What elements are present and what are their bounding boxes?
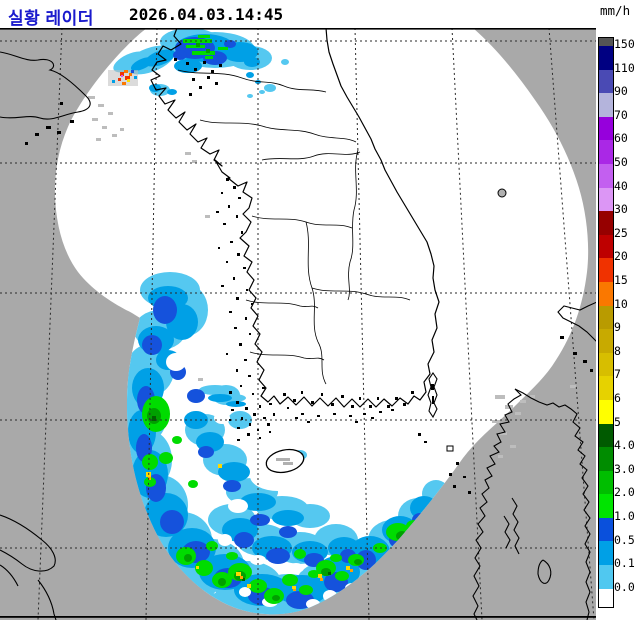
legend-segment	[599, 258, 613, 282]
map-top-border	[0, 28, 596, 30]
graticule-grid	[0, 27, 596, 620]
legend-segment	[599, 399, 613, 424]
legend-label: 40	[614, 178, 628, 193]
legend-segment	[599, 517, 613, 542]
map-bottom-border	[0, 616, 596, 618]
legend-bar	[598, 37, 614, 608]
precip-nw-cluster	[108, 70, 138, 86]
radar-map-image	[0, 27, 598, 620]
legend-segment	[599, 588, 613, 607]
legend-label: 5	[614, 414, 621, 429]
legend-segment	[599, 46, 613, 70]
legend-label: 15	[614, 273, 628, 287]
radar-coverage-area	[54, 28, 589, 615]
legend-label: 30	[614, 202, 628, 217]
legend-label: 9	[614, 320, 621, 335]
legend-segment	[599, 329, 613, 353]
legend-segment	[599, 494, 613, 518]
china-coastline	[0, 51, 91, 620]
legend-label: 7	[614, 367, 621, 382]
legend-segment	[599, 352, 613, 377]
legend-label: 1.0	[614, 509, 635, 523]
province-borders	[177, 69, 411, 385]
legend-segment	[599, 116, 613, 141]
legend-segment	[599, 140, 613, 164]
unit-label: mm/h	[600, 3, 631, 18]
legend-segment	[599, 447, 613, 471]
legend-segment	[599, 541, 613, 566]
legend-segment	[599, 69, 613, 94]
legend-label: 2.0	[614, 485, 635, 500]
legend-segment	[599, 163, 613, 188]
ulleungdo-island	[497, 188, 507, 198]
legend-label: 150	[614, 37, 635, 51]
japan-coastline	[472, 301, 598, 620]
legend-label: 60	[614, 131, 628, 146]
legend-segment	[599, 187, 613, 212]
radar-map-svg	[0, 27, 598, 620]
legend-segment	[599, 211, 613, 235]
legend-segment	[599, 38, 613, 46]
legend-segment	[599, 423, 613, 448]
legend-segment	[599, 93, 613, 117]
legend-label: 8	[614, 343, 621, 358]
legend-label: 10	[614, 296, 628, 311]
legend-label: 4.0	[614, 438, 635, 453]
china-islands	[25, 102, 74, 145]
legend-label: 0.0	[614, 579, 635, 594]
page-title: 실황 레이더	[8, 9, 94, 28]
legend-label: 0.1	[614, 556, 635, 571]
legend-label: 25	[614, 225, 628, 240]
legend-segment	[599, 470, 613, 495]
legend-label: 0.5	[614, 532, 635, 547]
korea-coastline	[150, 27, 440, 441]
legend-segment	[599, 281, 613, 306]
legend-label: 90	[614, 84, 628, 99]
jeju-island	[265, 448, 305, 474]
legend-label: 6	[614, 391, 621, 405]
legend-label: 110	[614, 60, 635, 75]
legend-label: 3.0	[614, 461, 635, 476]
precip-green	[142, 396, 430, 604]
legend-segment	[599, 305, 613, 330]
legend-segment	[599, 234, 613, 259]
legend-segment	[599, 376, 613, 400]
legend-segment	[599, 565, 613, 589]
tsushima-island	[418, 372, 471, 494]
legend-label: 20	[614, 249, 628, 264]
legend-label: 70	[614, 107, 628, 122]
timestamp: 2026.04.03.14:45	[129, 5, 284, 24]
legend-label: 50	[614, 155, 628, 169]
